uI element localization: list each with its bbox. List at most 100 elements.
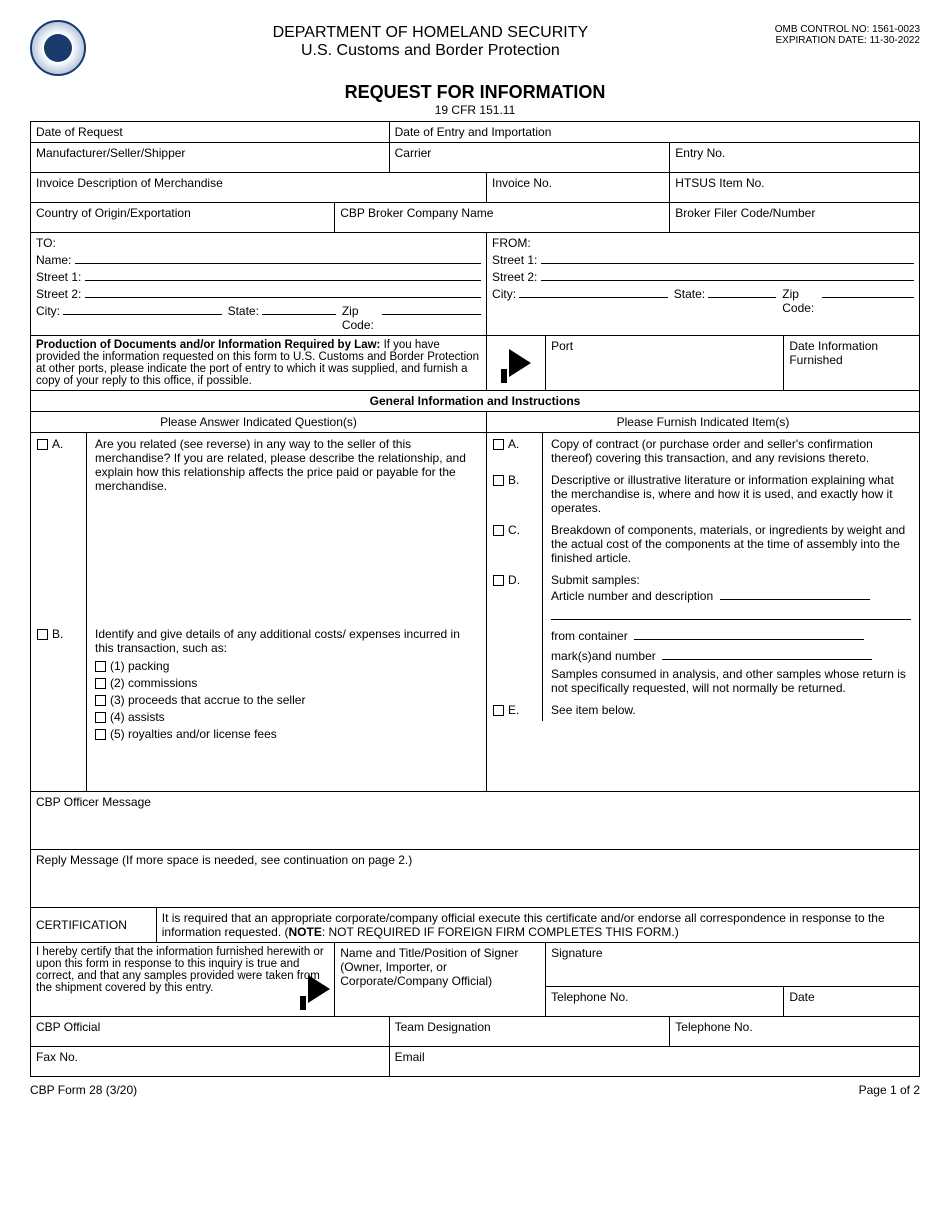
field-telephone[interactable]: Telephone No.: [546, 987, 784, 1017]
item-rb-letter[interactable]: B.: [487, 469, 543, 519]
item-re-text: See item below.: [543, 699, 919, 721]
from-state-input[interactable]: [708, 286, 776, 298]
item-rc-letter[interactable]: C.: [487, 519, 543, 569]
field-date-furnished[interactable]: Date Information Furnished: [784, 336, 920, 391]
from-street2-input[interactable]: [541, 269, 914, 281]
field-team[interactable]: Team Designation: [389, 1017, 670, 1047]
from-street1-label: Street 1:: [492, 253, 537, 267]
question-b-letter[interactable]: B.: [31, 623, 87, 791]
checkbox-right-a[interactable]: [493, 439, 504, 450]
field-entry-no[interactable]: Entry No.: [670, 143, 920, 173]
label-date-furnished: Date Information Furnished: [789, 339, 878, 367]
field-invoice-desc[interactable]: Invoice Description of Merchandise: [31, 173, 487, 203]
state-input[interactable]: [262, 303, 336, 315]
question-a-text: Are you related (see reverse) in any way…: [87, 433, 486, 623]
field-from-address[interactable]: FROM: Street 1: Street 2: City: State: Z…: [487, 233, 920, 336]
checkbox-left-b[interactable]: [37, 629, 48, 640]
item-b1: (1) packing: [110, 659, 169, 673]
title-block: REQUEST FOR INFORMATION 19 CFR 151.11: [30, 82, 920, 117]
item-rb-text: Descriptive or illustrative literature o…: [543, 469, 919, 519]
left-questions-cell: A. Are you related (see reverse) in any …: [31, 433, 487, 792]
from-zip-label: Zip Code:: [782, 287, 818, 315]
checkbox-left-a[interactable]: [37, 439, 48, 450]
field-officer-message[interactable]: CBP Officer Message: [31, 792, 920, 850]
field-reply-message[interactable]: Reply Message (If more space is needed, …: [31, 850, 920, 908]
from-zip-input[interactable]: [822, 286, 914, 298]
checkbox-right-c[interactable]: [493, 525, 504, 536]
field-country[interactable]: Country of Origin/Exportation: [31, 203, 335, 233]
label-date: Date: [789, 990, 814, 1004]
article-input-2[interactable]: [551, 609, 911, 620]
item-b4: (4) assists: [110, 710, 165, 724]
label-cbp-official: CBP Official: [36, 1020, 100, 1034]
from-street1-input[interactable]: [541, 252, 914, 264]
checkbox-b5[interactable]: [95, 729, 106, 740]
from-city-input[interactable]: [519, 286, 668, 298]
label-country: Country of Origin/Exportation: [36, 206, 191, 220]
field-to-address[interactable]: TO: Name: Street 1: Street 2: City: Stat…: [31, 233, 487, 336]
label-reply-message: Reply Message (If more space is needed, …: [36, 853, 412, 867]
field-date-request[interactable]: Date of Request: [31, 122, 390, 143]
page-header: DEPARTMENT OF HOMELAND SECURITY U.S. Cus…: [30, 20, 920, 76]
item-rd-letter[interactable]: D.: [487, 569, 543, 699]
checkbox-b2[interactable]: [95, 678, 106, 689]
field-broker-name[interactable]: CBP Broker Company Name: [335, 203, 670, 233]
field-carrier[interactable]: Carrier: [389, 143, 670, 173]
field-broker-code[interactable]: Broker Filer Code/Number: [670, 203, 920, 233]
label-broker-code: Broker Filer Code/Number: [675, 206, 815, 220]
container-input[interactable]: [634, 629, 864, 640]
article-label: Article number and description: [551, 589, 713, 603]
left-b-let: B.: [52, 627, 63, 641]
zip-input[interactable]: [382, 303, 481, 315]
item-ra-letter[interactable]: A.: [487, 433, 543, 469]
item-re-letter[interactable]: E.: [487, 699, 543, 721]
label-date-request: Date of Request: [36, 125, 123, 139]
question-a-letter[interactable]: A.: [31, 433, 87, 623]
to-label: TO:: [36, 236, 481, 250]
header-right: OMB CONTROL NO: 1561-0023 EXPIRATION DAT…: [775, 20, 920, 46]
checkbox-right-e[interactable]: [493, 705, 504, 716]
street1-input[interactable]: [85, 269, 481, 281]
field-cbp-official[interactable]: CBP Official: [31, 1017, 390, 1047]
checkbox-b3[interactable]: [95, 695, 106, 706]
field-signer-name[interactable]: Name and Title/Position of Signer (Owner…: [335, 943, 546, 1017]
field-fax[interactable]: Fax No.: [31, 1047, 390, 1077]
field-telephone2[interactable]: Telephone No.: [670, 1017, 920, 1047]
field-date-entry[interactable]: Date of Entry and Importation: [389, 122, 919, 143]
field-port[interactable]: Port: [546, 336, 784, 391]
omb-control: OMB CONTROL NO: 1561-0023: [775, 24, 920, 35]
checkbox-b4[interactable]: [95, 712, 106, 723]
field-manufacturer[interactable]: Manufacturer/Seller/Shipper: [31, 143, 390, 173]
label-officer-message: CBP Officer Message: [36, 795, 151, 809]
arrow2-tail-icon: [300, 996, 306, 1010]
right-items-cell: A. Copy of contract (or purchase order a…: [487, 433, 920, 792]
label-signature: Signature: [551, 946, 602, 960]
expiration-date: EXPIRATION DATE: 11-30-2022: [775, 35, 920, 46]
zip-label: Zip Code:: [342, 304, 379, 332]
label-date-entry: Date of Entry and Importation: [395, 125, 552, 139]
furnish-items-header: Please Furnish Indicated Item(s): [487, 412, 920, 433]
checkbox-right-d[interactable]: [493, 575, 504, 586]
marks-input[interactable]: [662, 649, 872, 660]
city-input[interactable]: [63, 303, 222, 315]
cert-note: NOTE: [289, 925, 322, 939]
field-htsus[interactable]: HTSUS Item No.: [670, 173, 920, 203]
arrow-head-icon: [509, 349, 531, 377]
form-title: REQUEST FOR INFORMATION: [30, 82, 920, 103]
name-input[interactable]: [75, 252, 481, 264]
label-htsus: HTSUS Item No.: [675, 176, 764, 190]
field-date[interactable]: Date: [784, 987, 920, 1017]
right-c-let: C.: [508, 523, 520, 537]
field-signature[interactable]: Signature: [546, 943, 920, 987]
field-invoice-no[interactable]: Invoice No.: [487, 173, 670, 203]
checkbox-b1[interactable]: [95, 661, 106, 672]
label-telephone2: Telephone No.: [675, 1020, 752, 1034]
item-rc-text: Breakdown of components, materials, or i…: [543, 519, 919, 569]
article-input[interactable]: [720, 589, 870, 600]
production-hdr: Production of Documents and/or Informati…: [36, 339, 380, 351]
street2-input[interactable]: [85, 286, 481, 298]
arrow-icon: [501, 369, 507, 383]
label-signer-name: Name and Title/Position of Signer (Owner…: [340, 946, 518, 988]
checkbox-right-b[interactable]: [493, 475, 504, 486]
field-email[interactable]: Email: [389, 1047, 919, 1077]
